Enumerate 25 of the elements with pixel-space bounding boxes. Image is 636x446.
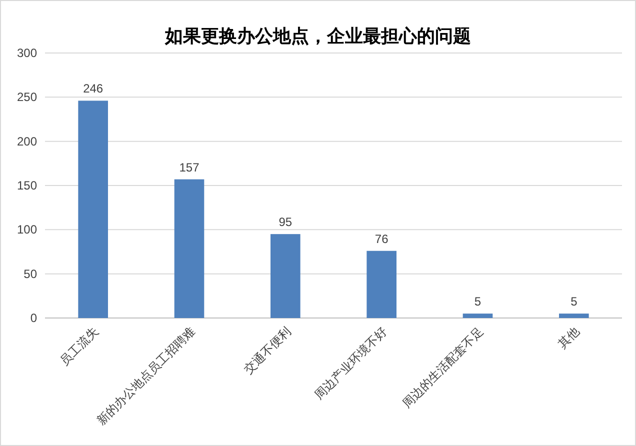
x-tick-label: 周边产业环境不好: [312, 324, 390, 402]
bar: [270, 234, 300, 318]
data-label: 246: [83, 82, 104, 96]
y-tick-label: 150: [16, 178, 38, 192]
x-tick-label: 交通不便利: [241, 324, 294, 377]
x-tick-label: 周边的生活配套不足: [400, 324, 486, 410]
bar: [174, 179, 204, 318]
bar: [559, 314, 589, 318]
y-tick-label: 300: [16, 46, 38, 60]
bar: [462, 314, 493, 318]
x-tick-label: 员工流失: [57, 324, 102, 368]
data-label: 157: [179, 160, 200, 174]
chart-title: 如果更换办公地点，企业最担心的问题: [164, 26, 471, 46]
bar: [366, 250, 396, 318]
bar: [78, 100, 108, 318]
data-label: 95: [278, 215, 292, 230]
y-tick-label: 100: [16, 222, 38, 237]
x-tick-label: 其他: [555, 324, 582, 352]
data-label: 76: [374, 232, 389, 246]
y-tick-label: 0: [30, 311, 38, 325]
data-label: 5: [570, 294, 578, 309]
y-tick-label: 50: [24, 266, 38, 281]
y-tick-label: 200: [16, 134, 38, 148]
data-label: 5: [474, 294, 482, 309]
y-tick-label: 250: [16, 90, 38, 104]
